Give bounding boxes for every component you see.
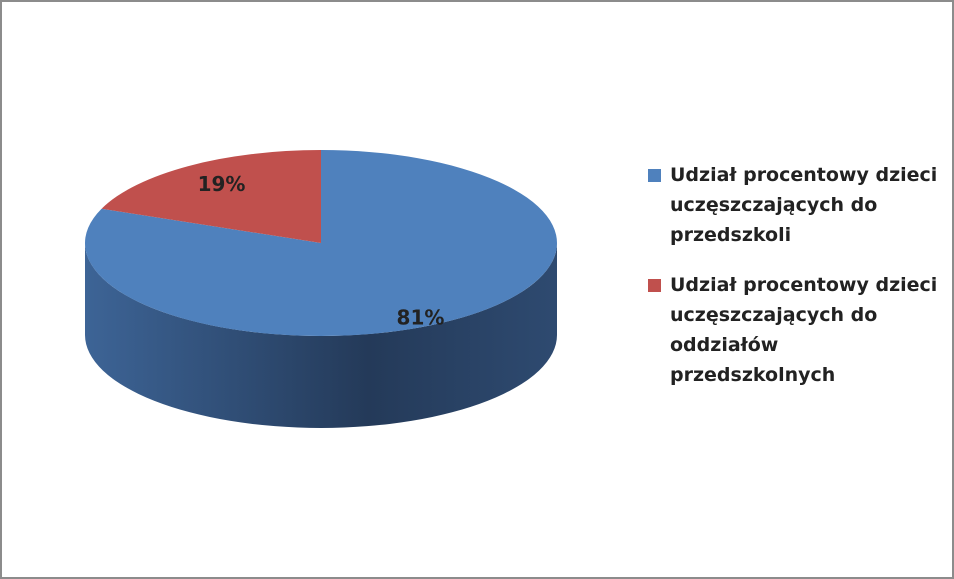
data-label: 81% — [397, 305, 445, 329]
legend: Udział procentowy dzieci uczęszczających… — [648, 160, 948, 410]
legend-swatch — [648, 279, 661, 292]
legend-label: Udział procentowy dzieci uczęszczających… — [670, 164, 938, 246]
legend-swatch — [648, 169, 661, 182]
pie-slice — [101, 150, 321, 243]
data-label: 19% — [198, 172, 246, 196]
pie-slice — [84, 150, 557, 336]
legend-item: Udział procentowy dzieci uczęszczających… — [648, 270, 948, 390]
legend-item: Udział procentowy dzieci uczęszczających… — [648, 160, 948, 250]
legend-label: Udział procentowy dzieci uczęszczających… — [670, 274, 938, 386]
pie-side — [85, 243, 557, 428]
